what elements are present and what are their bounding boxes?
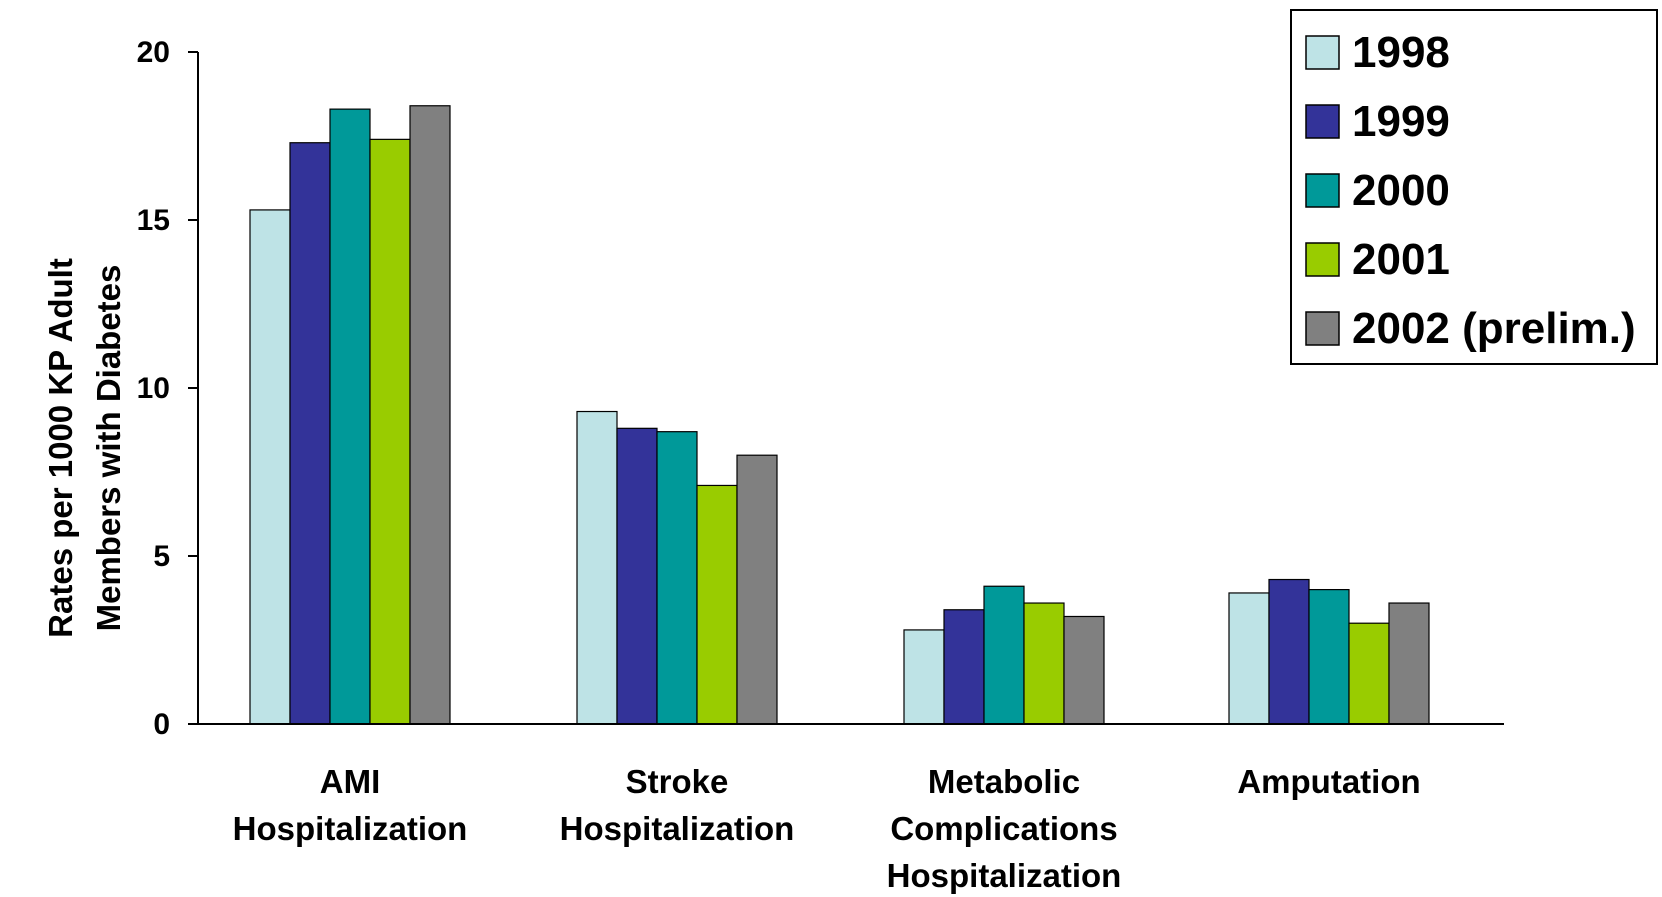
legend-swatch (1305, 104, 1340, 139)
y-tick-label: 15 (137, 204, 170, 237)
y-tick-label: 10 (137, 372, 170, 405)
legend: 1998 1999 2000 2001 2002 (prelim.) (1290, 9, 1658, 365)
bar (289, 142, 331, 725)
bar-group (903, 585, 1105, 725)
y-axis-title-line: Rates per 1000 KP Adult (42, 258, 79, 638)
x-category-label: Hospitalization (560, 810, 795, 847)
bar (1388, 602, 1430, 725)
bar (656, 431, 698, 725)
y-tick-label: 20 (137, 36, 170, 69)
legend-swatch (1305, 242, 1340, 277)
bar (1063, 615, 1105, 725)
legend-box (1290, 9, 1658, 365)
bar (736, 454, 778, 725)
bar (903, 629, 945, 725)
y-axis-ticks: 0 5 10 15 20 (137, 36, 198, 741)
x-category-label: AMI (320, 763, 381, 800)
bar (576, 410, 618, 725)
bar (943, 609, 985, 725)
y-tick-label: 0 (153, 708, 170, 741)
x-category-label: Hospitalization (887, 857, 1122, 894)
bar (1308, 588, 1350, 725)
x-category-label: Hospitalization (233, 810, 468, 847)
bar (1228, 592, 1270, 725)
bar (1023, 602, 1065, 725)
x-category-label: Stroke (626, 763, 729, 800)
bar (983, 585, 1025, 725)
x-axis-categories: AMI Hospitalization Stroke Hospitalization M… (233, 763, 1421, 894)
bar (1348, 622, 1390, 725)
bar (696, 484, 738, 725)
legend-swatch (1305, 311, 1340, 346)
y-axis-title-line: Members with Diabetes (90, 265, 127, 632)
bar (1268, 578, 1310, 725)
bar (329, 108, 371, 725)
legend-swatch (1305, 173, 1340, 208)
legend-label: 2001 (1352, 235, 1450, 284)
y-axis-label: Rates per 1000 KP Adult Members with Diab… (42, 258, 127, 638)
bar (616, 427, 658, 725)
bar (409, 105, 451, 725)
bar-group (576, 410, 778, 725)
x-category-label: Complications (890, 810, 1117, 847)
bar-group (249, 105, 451, 725)
legend-swatch (1305, 35, 1340, 70)
legend-label: 2000 (1352, 166, 1450, 215)
legend-label: 2002 (prelim.) (1352, 304, 1636, 353)
x-category-label: Metabolic (928, 763, 1080, 800)
y-tick-label: 5 (153, 540, 170, 573)
x-category-label: Amputation (1237, 763, 1420, 800)
bar (369, 138, 411, 725)
bar (249, 209, 291, 725)
legend-label: 1999 (1352, 97, 1450, 146)
legend-label: 1998 (1352, 28, 1450, 77)
bars (249, 105, 1430, 725)
y-axis-title: Rates per 1000 KP Adult Members with Diab… (42, 258, 127, 638)
bar-group (1228, 578, 1430, 725)
